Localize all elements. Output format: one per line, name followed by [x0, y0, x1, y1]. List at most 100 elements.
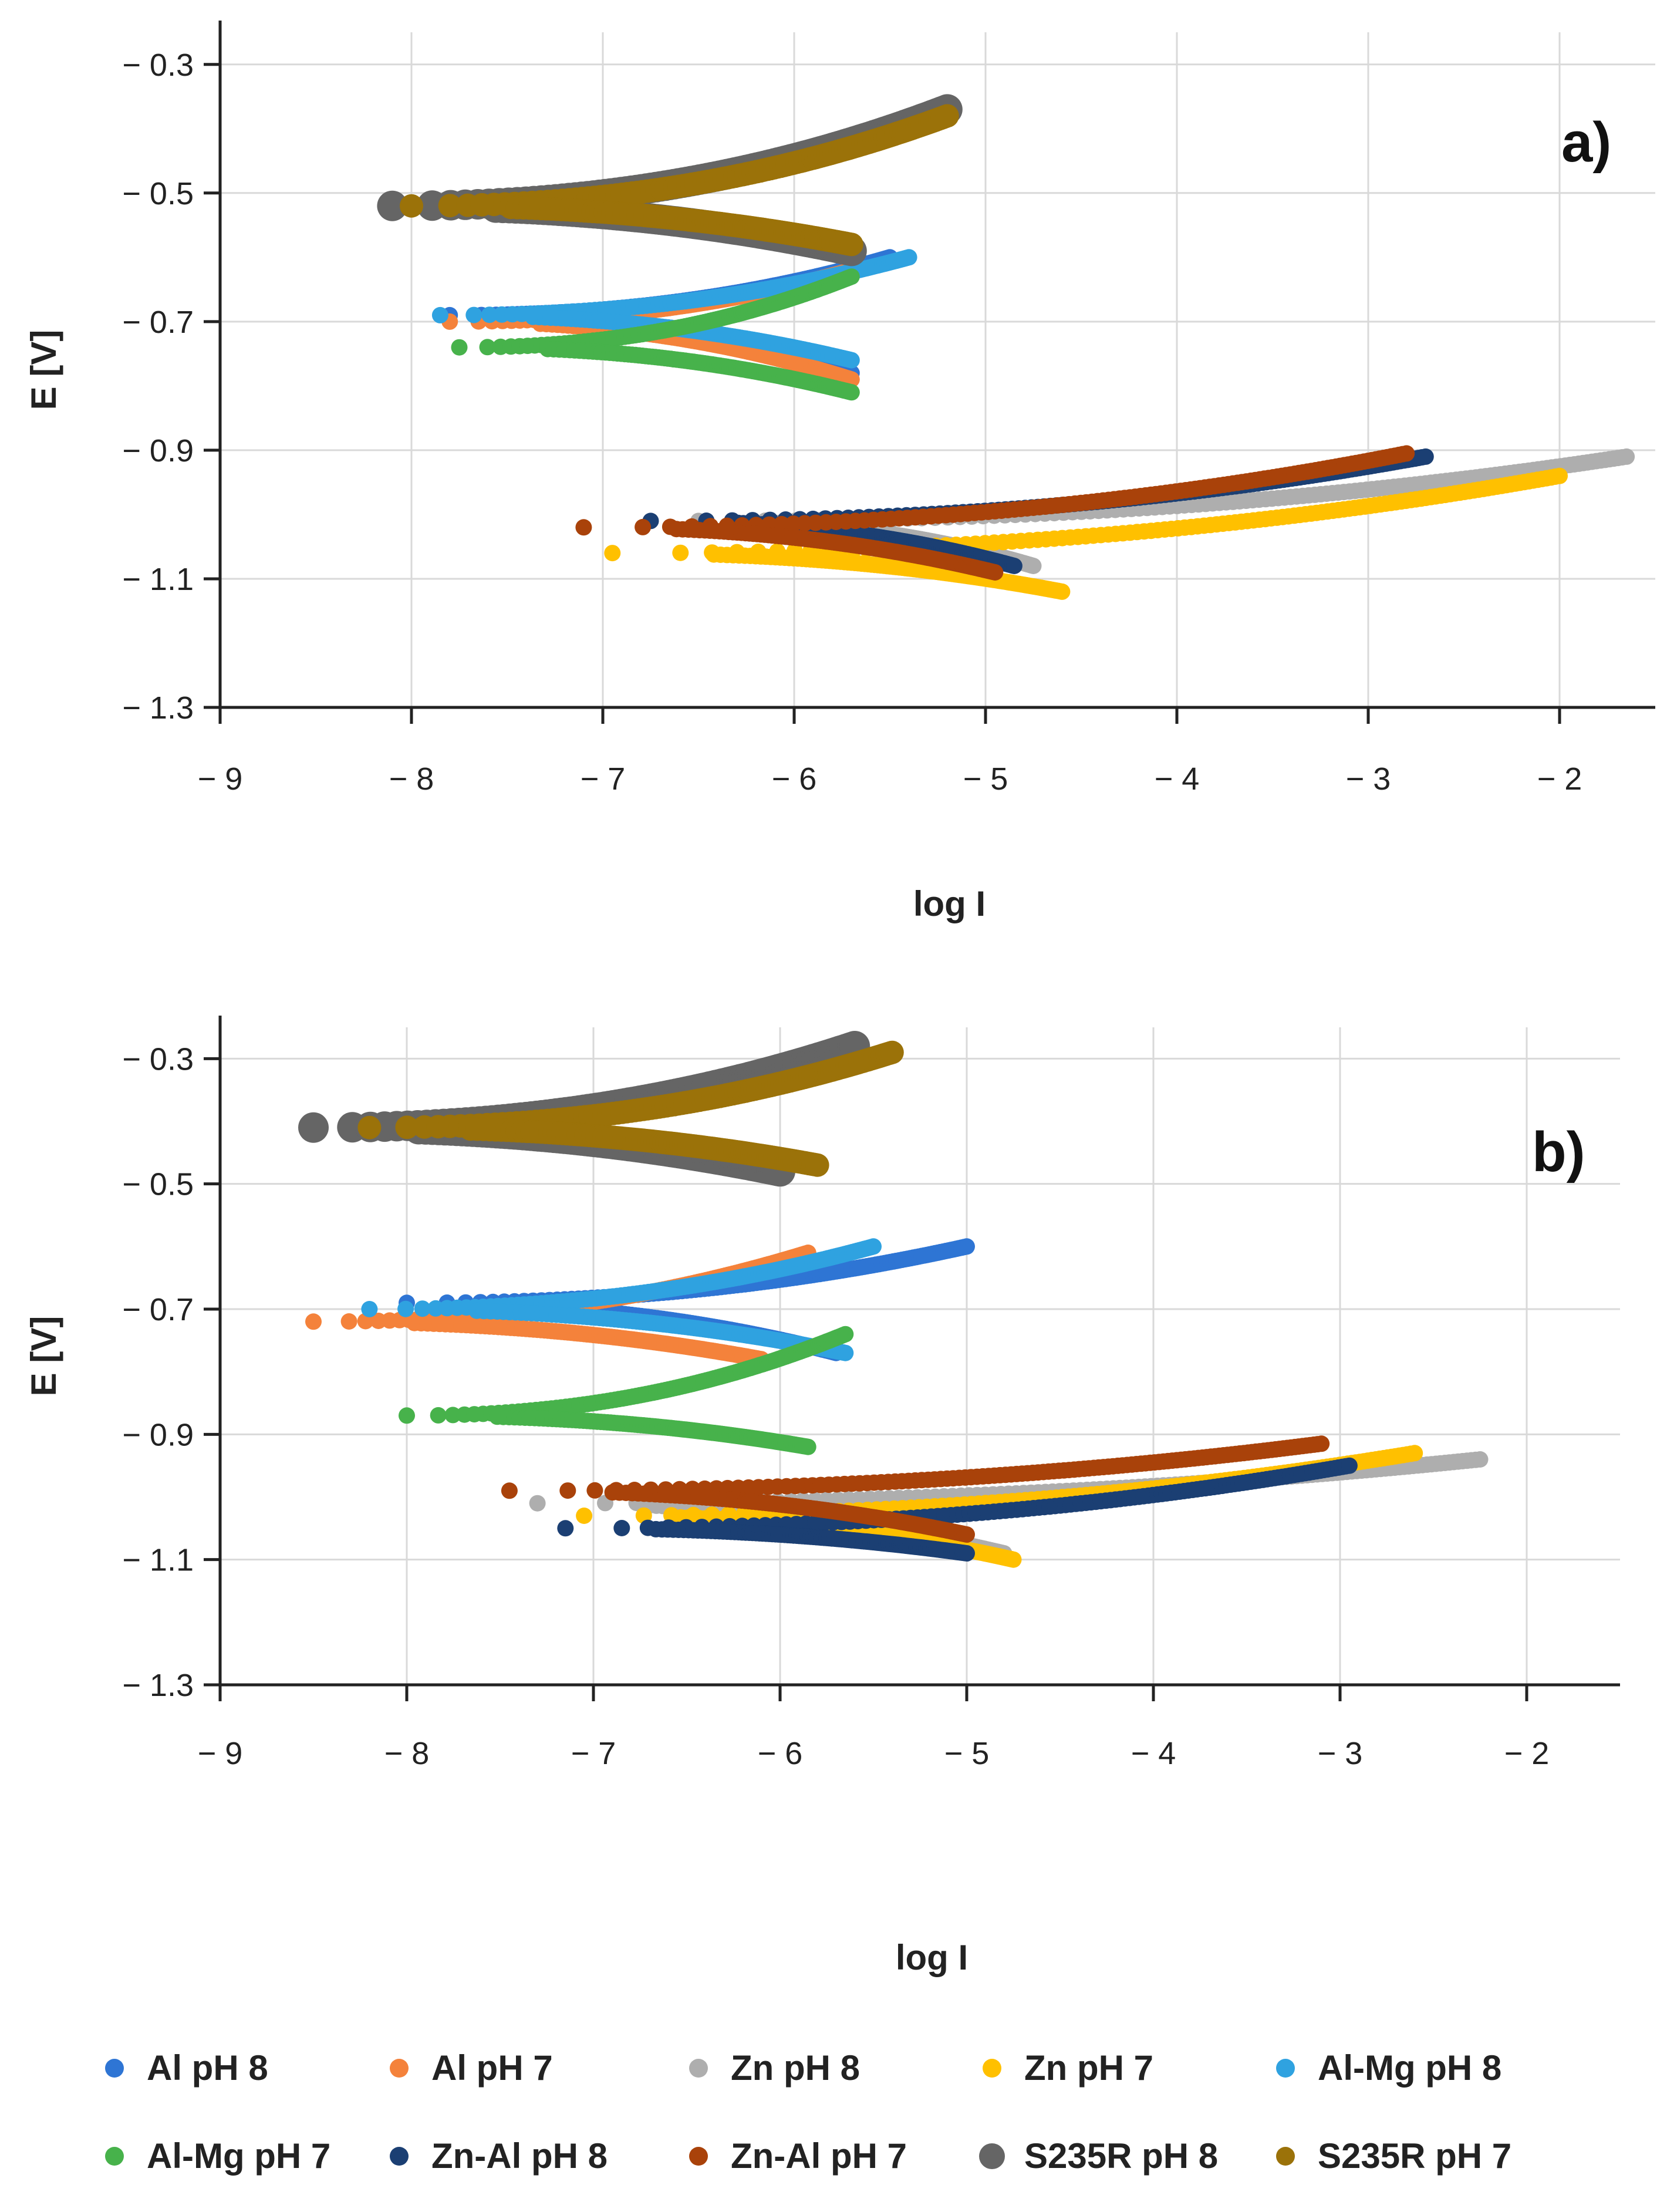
legend-marker [689, 2059, 708, 2078]
x-tick-label: − 8 [384, 1736, 430, 1771]
legend-marker [1276, 2059, 1295, 2078]
legend-label: Zn-Al pH 7 [731, 2136, 907, 2176]
legend-marker [105, 2147, 124, 2166]
y-tick-label: − 0.7 [122, 305, 194, 340]
legend-label: S235R pH 7 [1318, 2136, 1511, 2176]
data-point [843, 268, 860, 285]
data-point [959, 1526, 975, 1543]
x-axis-title: log I [913, 884, 986, 923]
legend-label: Zn pH 8 [731, 2048, 860, 2088]
data-point [1406, 1445, 1423, 1462]
y-axis-title: E [V] [24, 1316, 63, 1397]
legend-label: Al-Mg pH 8 [1318, 2048, 1501, 2088]
data-point [635, 518, 652, 535]
legend-label: Al pH 8 [147, 2048, 268, 2088]
data-point [837, 1326, 854, 1343]
data-point [451, 339, 468, 356]
chart-panel-a: − 9− 8− 7− 6− 5− 4− 3− 2− 1.3− 1.1− 0.9−… [24, 21, 1655, 923]
data-point [865, 1238, 882, 1255]
legend-label: S235R pH 8 [1024, 2136, 1218, 2176]
x-tick-label: − 6 [772, 761, 817, 797]
x-tick-label: − 7 [581, 761, 626, 797]
data-point [559, 1482, 576, 1499]
data-point [672, 544, 689, 561]
series-zn-al-ph-7 [575, 445, 1415, 581]
data-point [444, 1407, 461, 1424]
data-point [481, 306, 498, 323]
data-point [399, 1407, 415, 1424]
legend-marker [1276, 2147, 1295, 2166]
data-point [1551, 467, 1568, 484]
data-points [377, 94, 1635, 600]
series-zn-ph-7 [604, 467, 1568, 600]
series-s235r-ph-7 [400, 104, 959, 257]
chart-panel-b: − 9− 8− 7− 6− 5− 4− 3− 2− 1.3− 1.1− 0.9−… [24, 1016, 1620, 1977]
legend-label: Al-Mg pH 7 [147, 2136, 330, 2176]
data-point [1417, 448, 1434, 465]
data-point [575, 519, 592, 536]
y-tick-label: − 0.3 [122, 1041, 194, 1077]
y-tick-label: − 1.1 [122, 562, 194, 597]
x-tick-label: − 3 [1318, 1736, 1363, 1771]
data-point [1618, 448, 1635, 465]
legend-label: Al pH 7 [431, 2048, 553, 2088]
legend-label: Zn-Al pH 8 [431, 2136, 608, 2176]
series-al-mg-ph-7 [399, 1326, 854, 1455]
data-point [377, 190, 408, 221]
series-al-mg-ph-7 [451, 268, 860, 401]
data-point [586, 1482, 603, 1499]
data-point [900, 249, 917, 266]
legend-label: Zn pH 7 [1024, 2048, 1153, 2088]
y-tick-label: − 0.9 [122, 1417, 194, 1452]
y-tick-label: − 1.3 [122, 690, 194, 726]
data-point [357, 1115, 382, 1139]
data-point [298, 1112, 329, 1143]
y-tick-label: − 0.3 [122, 48, 194, 83]
data-point [431, 306, 448, 323]
panel-label-b: b) [1532, 1121, 1585, 1183]
x-tick-label: − 9 [198, 1736, 243, 1771]
data-point [959, 1545, 975, 1562]
data-point [400, 194, 423, 218]
data-point [557, 1520, 574, 1537]
data-points [298, 1031, 1489, 1568]
data-point [1313, 1435, 1330, 1452]
data-point [1005, 1551, 1022, 1568]
data-point [987, 564, 1004, 581]
data-point [805, 1153, 829, 1177]
data-point [1341, 1457, 1358, 1474]
y-axis-title: E [V] [24, 330, 63, 410]
panel-label-a: a) [1561, 111, 1611, 174]
data-point [1005, 558, 1023, 574]
data-point [613, 1520, 630, 1536]
x-tick-label: − 5 [963, 761, 1008, 797]
legend-marker [390, 2147, 409, 2166]
legend-marker [390, 2059, 409, 2078]
x-axis-title: log I [896, 1938, 968, 1977]
series-al-mg-ph-8 [361, 1238, 882, 1361]
data-point [843, 384, 860, 401]
data-point [576, 1508, 593, 1524]
data-point [604, 545, 621, 562]
data-point [501, 1482, 518, 1499]
data-point [959, 1238, 975, 1255]
legend-marker [689, 2147, 708, 2166]
x-tick-label: − 2 [1504, 1736, 1550, 1771]
data-point [799, 1438, 816, 1455]
x-tick-label: − 7 [571, 1736, 616, 1771]
axes [204, 21, 1655, 724]
x-tick-label: − 4 [1131, 1736, 1176, 1771]
legend-marker [983, 2059, 1001, 2078]
data-point [843, 352, 860, 369]
x-tick-label: − 9 [198, 761, 243, 797]
data-point [935, 104, 959, 128]
y-tick-label: − 1.1 [122, 1543, 194, 1578]
data-point [839, 232, 863, 257]
y-tick-label: − 0.5 [122, 176, 194, 211]
x-tick-label: − 3 [1346, 761, 1391, 797]
x-tick-label: − 6 [758, 1736, 803, 1771]
x-tick-label: − 8 [389, 761, 434, 797]
data-point [438, 194, 462, 218]
